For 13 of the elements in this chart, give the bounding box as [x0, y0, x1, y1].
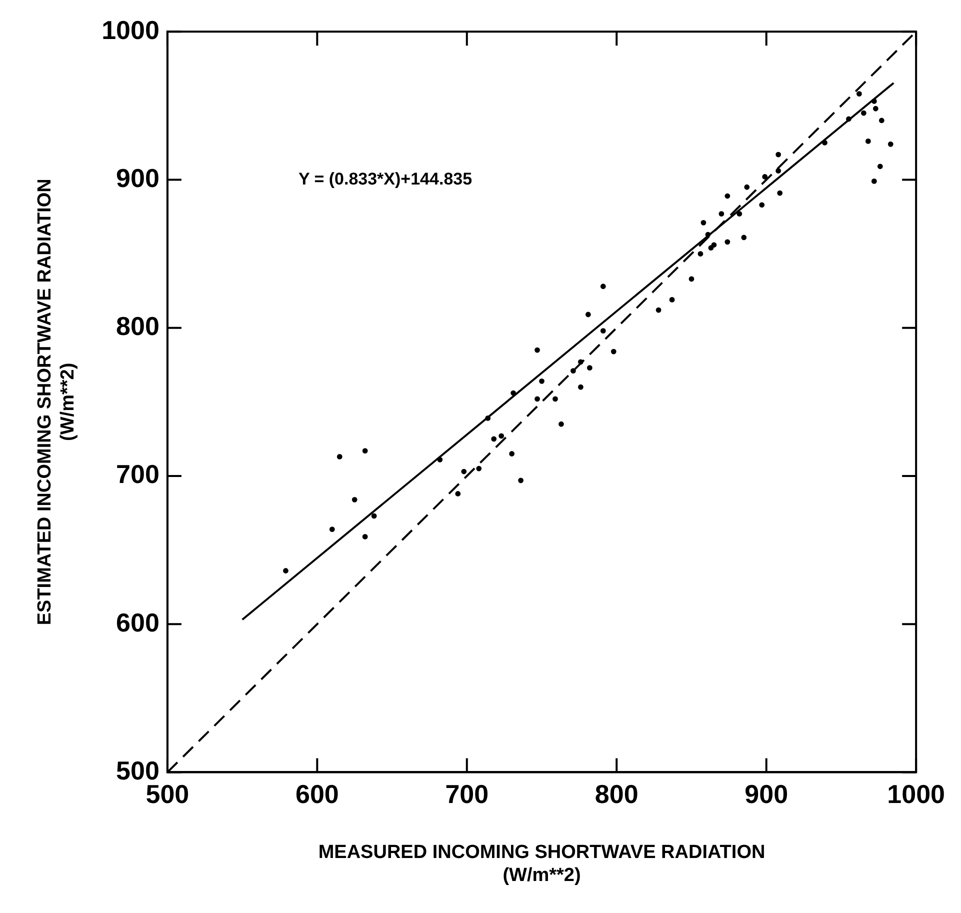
y-tick-label: 800 — [116, 311, 160, 342]
y-tick-label: 1000 — [102, 14, 160, 45]
x-tick-label: 800 — [594, 778, 638, 809]
y-tick-label: 700 — [116, 459, 160, 490]
x-tick-label: 900 — [744, 778, 788, 809]
annotation: Y = (0.833*X)+144.835 — [298, 169, 472, 188]
y-axis-title: ESTIMATED INCOMING SHORTWAVE RADIATION (W/m**2) — [34, 178, 78, 626]
y-tick-label: 900 — [116, 162, 160, 193]
y-tick-label: 600 — [116, 607, 160, 638]
x-tick-label: 700 — [445, 778, 489, 809]
x-axis-title: MEASURED INCOMING SHORTWAVE RADIATION (W/m**2) — [318, 842, 766, 886]
x-tick-label: 1000 — [887, 778, 945, 809]
x-tick-label: 600 — [295, 778, 339, 809]
